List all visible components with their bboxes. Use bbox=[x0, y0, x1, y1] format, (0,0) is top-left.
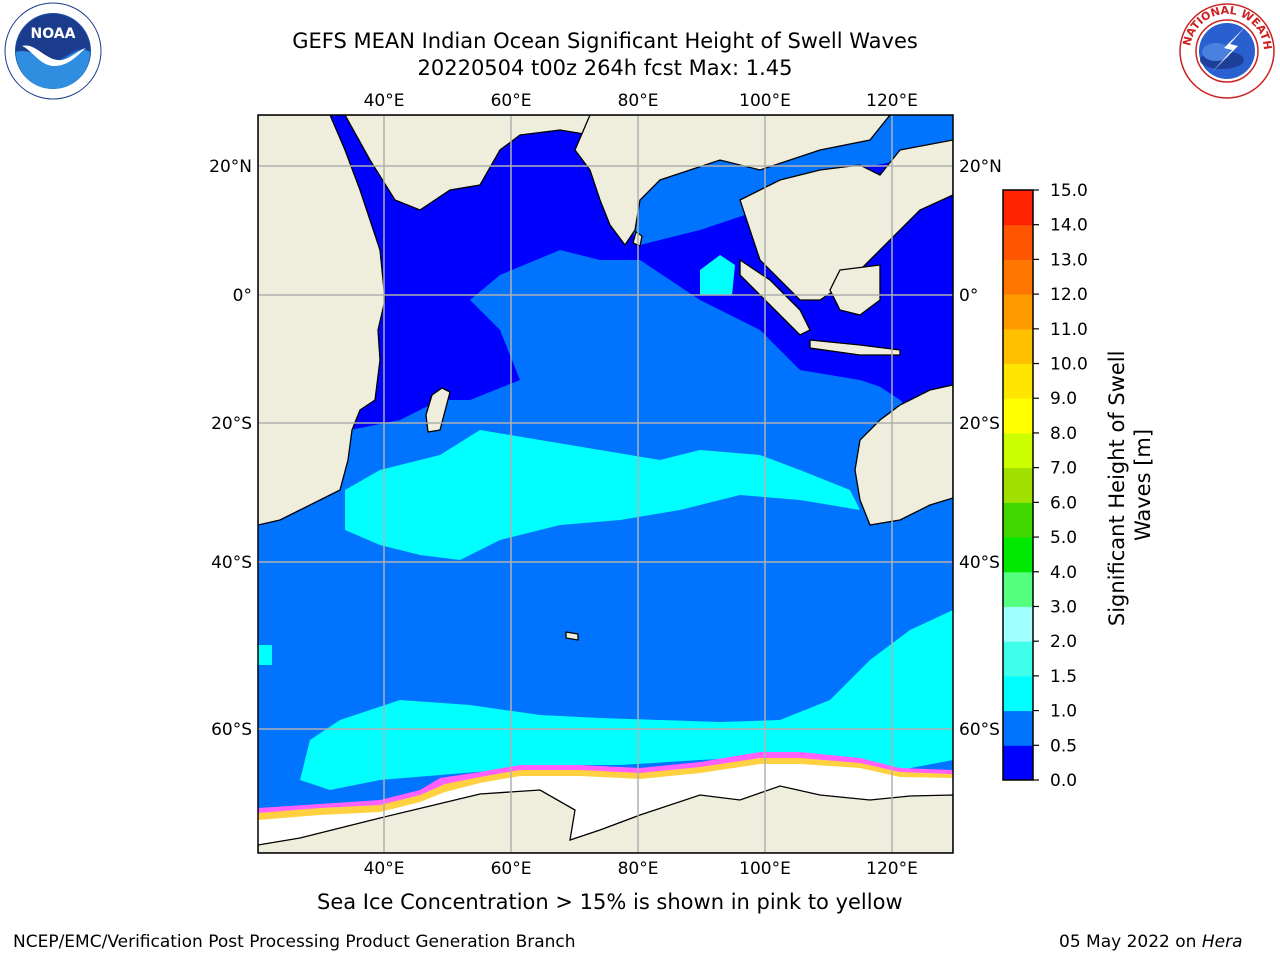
colorbar-swatch bbox=[1003, 467, 1033, 503]
nws-logo: NATIONAL WEATHER SERVICE bbox=[1176, 2, 1275, 99]
colorbar-tick-label: 7.0 bbox=[1050, 459, 1077, 479]
lon-label: 60°E bbox=[491, 859, 532, 879]
colorbar-tick-label: 4.0 bbox=[1050, 563, 1077, 583]
swell-region-mid-andaman bbox=[700, 255, 735, 295]
colorbar-label: Significant Height of Swell Waves [m] bbox=[1105, 344, 1155, 626]
colorbar-swatch bbox=[1003, 745, 1033, 781]
colorbar-swatch bbox=[1003, 190, 1033, 226]
chart-title: GEFS MEAN Indian Ocean Significant Heigh… bbox=[292, 29, 918, 53]
colorbar-swatch bbox=[1003, 710, 1033, 746]
footer-machine: Hera bbox=[1201, 932, 1243, 952]
land-kerguelen bbox=[565, 631, 579, 641]
lat-label: 20°S bbox=[959, 414, 1000, 434]
lat-labels-right: 20°N 0° 20°S 40°S 60°S bbox=[959, 157, 1002, 740]
lon-label: 40°E bbox=[364, 859, 405, 879]
colorbar-label-line2: Waves [m] bbox=[1131, 429, 1155, 541]
graticule bbox=[258, 115, 953, 853]
lon-label: 80°E bbox=[618, 859, 659, 879]
colorbar-swatch bbox=[1003, 398, 1033, 434]
colorbar-tick-label: 1.0 bbox=[1050, 702, 1077, 722]
colorbar-tick-label: 9.0 bbox=[1050, 389, 1077, 409]
land-india bbox=[574, 115, 891, 247]
colorbar-swatch bbox=[1003, 675, 1033, 712]
colorbar-label-line1: Significant Height of Swell bbox=[1105, 351, 1129, 627]
colorbar: 0.0 0.5 1.0 1.5 2.0 3.0 4.0 5.0 6.0 7.0 8.0 9.0 10.0… bbox=[1002, 181, 1088, 791]
colorbar-swatch bbox=[1003, 606, 1033, 642]
colorbar-tick-label: 12.0 bbox=[1050, 285, 1088, 305]
footer-date: 05 May 2022 on bbox=[1059, 932, 1202, 952]
land-borneo bbox=[829, 264, 881, 316]
colorbar-swatch bbox=[1003, 259, 1033, 295]
footer-left: NCEP/EMC/Verification Post Processing Pr… bbox=[13, 932, 576, 952]
lat-label: 20°N bbox=[959, 157, 1002, 177]
colorbar-swatch bbox=[1003, 432, 1033, 469]
colorbar-tick-label: 13.0 bbox=[1050, 250, 1088, 270]
lat-label: 0° bbox=[959, 286, 978, 306]
lat-label: 0° bbox=[233, 286, 252, 306]
colorbar-tick-label: 0.0 bbox=[1050, 771, 1077, 791]
colorbar-tick-label: 6.0 bbox=[1050, 493, 1077, 513]
lat-label: 60°S bbox=[211, 720, 252, 740]
land-java bbox=[809, 339, 901, 356]
colorbar-tick-label: 11.0 bbox=[1050, 320, 1088, 340]
colorbar-swatch bbox=[1003, 641, 1033, 677]
swell-region-mid-south-west bbox=[300, 610, 953, 790]
lon-label: 100°E bbox=[739, 91, 791, 111]
colorbar-tick-label: 0.5 bbox=[1050, 736, 1077, 756]
lon-labels-top: 40°E 60°E 80°E 100°E 120°E bbox=[364, 91, 918, 111]
chart-subtitle: 20220504 t00z 264h fcst Max: 1.45 bbox=[417, 56, 793, 80]
lon-labels-bottom: 40°E 60°E 80°E 100°E 120°E bbox=[364, 859, 918, 879]
footer-right: 05 May 2022 on Hera bbox=[1059, 932, 1243, 952]
land-australia bbox=[854, 384, 953, 526]
lat-label: 20°N bbox=[209, 157, 252, 177]
colorbar-swatch bbox=[1003, 328, 1033, 365]
lon-label: 60°E bbox=[491, 91, 532, 111]
map-area bbox=[258, 115, 953, 853]
colorbar-swatch bbox=[1003, 363, 1033, 399]
colorbar-tick-label: 1.5 bbox=[1050, 667, 1077, 687]
colorbar-tick-label: 3.0 bbox=[1050, 597, 1077, 617]
land-madagascar bbox=[425, 387, 451, 433]
colorbar-swatch bbox=[1003, 224, 1033, 260]
lon-label: 120°E bbox=[866, 859, 918, 879]
noaa-logo: NOAA bbox=[4, 2, 102, 100]
lat-label: 40°S bbox=[211, 553, 252, 573]
map-border bbox=[257, 114, 954, 854]
colorbar-swatch bbox=[1003, 571, 1033, 607]
land-antarctica bbox=[258, 785, 953, 853]
swell-region-mid-west bbox=[258, 645, 272, 665]
lon-label: 120°E bbox=[866, 91, 918, 111]
colorbar-tick-label: 10.0 bbox=[1050, 355, 1088, 375]
swell-region-mid-belt bbox=[345, 430, 860, 560]
lat-labels-left: 20°N 0° 20°S 40°S 60°S bbox=[209, 157, 252, 740]
lon-label: 80°E bbox=[618, 91, 659, 111]
lon-label: 40°E bbox=[364, 91, 405, 111]
lat-label: 20°S bbox=[211, 414, 252, 434]
colorbar-border bbox=[1002, 189, 1034, 781]
colorbar-tick-label: 14.0 bbox=[1050, 216, 1088, 236]
lon-label: 100°E bbox=[739, 859, 791, 879]
sea-ice-caption: Sea Ice Concentration > 15% is shown in … bbox=[317, 890, 903, 914]
colorbar-tick-label: 5.0 bbox=[1050, 528, 1077, 548]
lat-label: 40°S bbox=[959, 553, 1000, 573]
colorbar-tick-label: 15.0 bbox=[1050, 181, 1088, 201]
swell-region-low-east-africa bbox=[350, 300, 520, 430]
colorbar-swatch bbox=[1003, 294, 1033, 330]
colorbar-tick-label: 8.0 bbox=[1050, 424, 1077, 444]
colorbar-swatch bbox=[1003, 502, 1033, 538]
noaa-logo-text: NOAA bbox=[31, 26, 76, 42]
colorbar-swatch bbox=[1003, 537, 1033, 573]
colorbar-tick-label: 2.0 bbox=[1050, 632, 1077, 652]
lat-label: 60°S bbox=[959, 720, 1000, 740]
land-sumatra bbox=[739, 258, 811, 336]
